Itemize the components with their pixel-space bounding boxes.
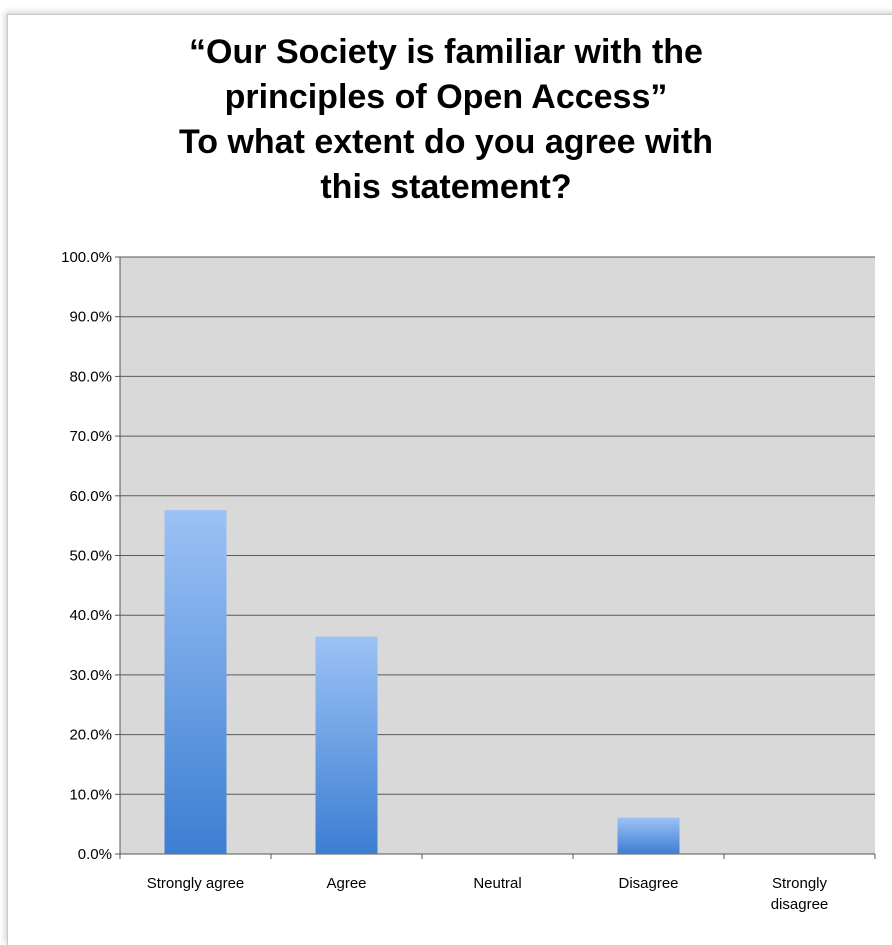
y-tick-label: 0.0% [78, 846, 112, 863]
x-category-label: Strongly [772, 875, 828, 892]
y-tick-label: 30.0% [69, 667, 112, 684]
chart-title-line: To what extent do you agree with [179, 123, 713, 161]
x-category-label: Neutral [473, 875, 521, 892]
y-tick-label: 20.0% [69, 727, 112, 744]
chart-title-line: this statement? [320, 168, 572, 206]
plot-area: 0.0% 10.0% 20.0% 30.0% 40.0% 50.0% 60.0% 70.0% 8… [61, 249, 876, 913]
chart-title-line: “Our Society is familiar with the [189, 33, 703, 71]
y-tick-label: 90.0% [69, 309, 112, 326]
x-category-label: disagree [771, 896, 829, 913]
y-tick-label: 80.0% [69, 368, 112, 385]
bar-agree [315, 636, 378, 854]
x-category-label: Disagree [618, 875, 678, 892]
y-tick-label: 50.0% [69, 548, 112, 565]
bar-strongly-agree [164, 510, 227, 854]
x-category-label: Strongly agree [147, 875, 245, 892]
y-tick-label: 100.0% [61, 249, 112, 266]
x-category-label: Agree [326, 875, 366, 892]
y-tick-label: 70.0% [69, 428, 112, 445]
y-tick-label: 10.0% [69, 786, 112, 803]
chart-title: “Our Society is familiar with the princi… [0, 30, 892, 210]
bar-disagree [617, 817, 680, 854]
chart-title-line: principles of Open Access” [224, 78, 668, 116]
y-tick-label: 40.0% [69, 607, 112, 624]
y-tick-label: 60.0% [69, 488, 112, 505]
